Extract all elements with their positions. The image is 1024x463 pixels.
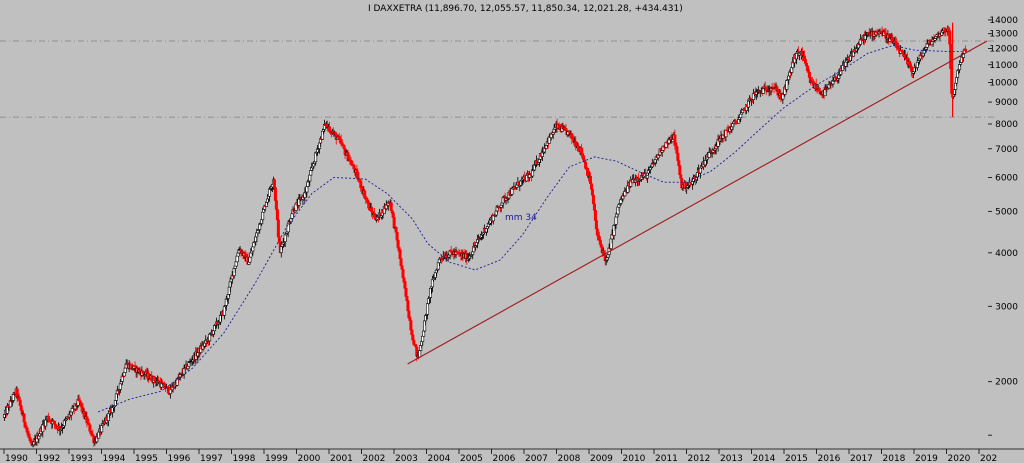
candle-up (418, 350, 422, 358)
y-tick-label: 7000 (995, 145, 1018, 155)
x-tick-label: 2016 (818, 454, 841, 463)
x-tick-label: 2015 (785, 454, 808, 463)
candle-down (389, 202, 393, 211)
x-tick-label: 1997 (200, 454, 223, 463)
x-tick-label: 2003 (395, 454, 418, 463)
candle-up (308, 174, 312, 182)
x-tick-label: 2014 (753, 454, 776, 463)
candle-up (421, 335, 425, 342)
candle-up (123, 367, 127, 373)
y-tick-label: 12000 (989, 45, 1018, 55)
candle-up (739, 113, 743, 118)
x-tick-label: 1999 (265, 454, 288, 463)
x-tick-label: 1998 (233, 454, 256, 463)
candle-down (405, 296, 409, 301)
x-tick-label: 1990 (5, 454, 28, 463)
candle-down (89, 430, 93, 434)
candle-down (400, 265, 404, 270)
candle-up (306, 181, 310, 187)
y-tick-label: 14000 (989, 16, 1018, 26)
x-tick-label: 2005 (460, 454, 483, 463)
ma-annotation: mm 34 (505, 213, 537, 223)
y-tick-label: 5000 (995, 207, 1018, 217)
x-tick-label: 2009 (590, 454, 613, 463)
x-tick-label: 2010 (623, 454, 646, 463)
candle-down (346, 152, 350, 161)
candle-down (407, 310, 411, 319)
candle-down (79, 402, 83, 407)
candle-up (785, 80, 789, 90)
trend-line (407, 40, 988, 365)
x-tick-label: 2013 (720, 454, 743, 463)
x-tick-label: 1993 (70, 454, 93, 463)
x-tick-label: 2008 (558, 454, 581, 463)
candle-up (251, 246, 255, 252)
y-tick-label: 3000 (995, 302, 1018, 312)
candle-down (53, 420, 57, 425)
candle-up (426, 303, 430, 315)
x-tick-label: 2012 (688, 454, 711, 463)
x-tick-label: 2000 (298, 454, 321, 463)
x-tick-label: 2011 (655, 454, 678, 463)
candle-up (249, 252, 253, 258)
candle-down (274, 200, 278, 210)
candle-up (248, 256, 252, 263)
candle-up (261, 211, 265, 221)
candle-up (235, 255, 239, 263)
x-tick-label: 1996 (168, 454, 191, 463)
y-tick-label: 10000 (989, 78, 1018, 88)
candle-down (414, 344, 418, 348)
y-tick-label: 6000 (995, 173, 1018, 183)
x-tick-label: 2002 (363, 454, 386, 463)
candle-up (286, 223, 290, 233)
candle-down (591, 194, 595, 205)
candle-up (118, 383, 122, 390)
candle-up (309, 170, 313, 176)
x-tick-label: 2017 (850, 454, 873, 463)
x-tick-label: 2004 (428, 454, 451, 463)
x-tick-label: 202 (980, 454, 997, 463)
candle-down (394, 227, 398, 233)
y-tick-label: 4000 (995, 249, 1018, 259)
y-tick-label: 11000 (989, 61, 1018, 71)
candle-up (614, 216, 618, 225)
moving-average-line (98, 45, 972, 413)
x-tick-label: 2019 (915, 454, 938, 463)
x-tick-label: 1994 (103, 454, 126, 463)
x-tick-label: 2006 (493, 454, 516, 463)
y-tick-label: 9000 (995, 98, 1018, 108)
chart-title: I DAXXETRA (11,896.70, 12,055.57, 11,850… (368, 4, 683, 14)
candle-up (283, 234, 287, 243)
x-tick-label: 2001 (330, 454, 353, 463)
candle-down (679, 174, 683, 179)
x-tick-label: 2018 (883, 454, 906, 463)
y-tick-label: 2000 (995, 378, 1018, 388)
x-tick-label: 2020 (948, 454, 971, 463)
candle-up (499, 204, 503, 208)
y-tick-label: 8000 (995, 120, 1018, 130)
y-tick-label: 13000 (989, 30, 1018, 40)
x-tick-label: 1992 (38, 454, 61, 463)
x-tick-label: 1995 (135, 454, 158, 463)
candle-up (844, 61, 848, 67)
candle-down (273, 187, 277, 201)
candle-down (392, 216, 396, 229)
x-tick-label: 2007 (525, 454, 548, 463)
candle-down (963, 48, 967, 52)
